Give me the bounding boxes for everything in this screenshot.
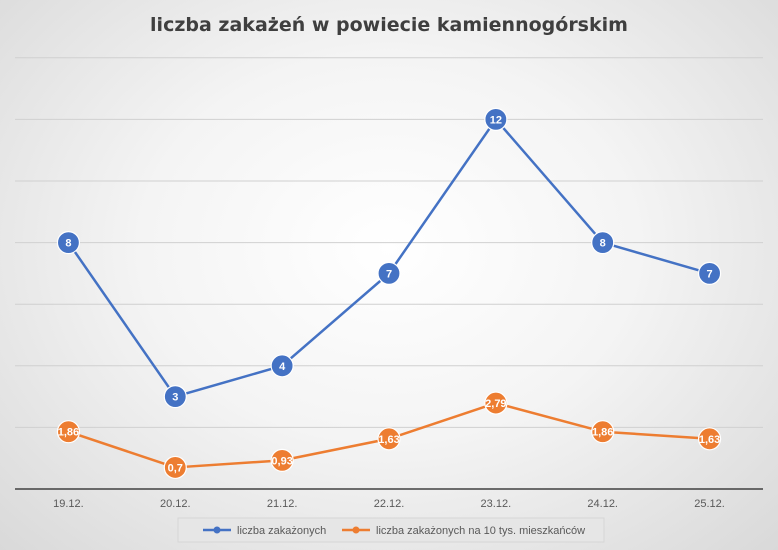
data-label: 1,63: [699, 434, 720, 446]
data-point: [697, 261, 722, 285]
data-label: 8: [600, 238, 606, 250]
data-label: 0,93: [271, 455, 292, 467]
x-tick-label: 23.12.: [481, 498, 512, 510]
legend-marker: [352, 526, 360, 534]
data-label: 7: [386, 268, 392, 280]
x-tick-label: 19.12.: [53, 498, 84, 510]
legend-marker: [213, 526, 221, 534]
data-point: [270, 354, 294, 378]
data-point: [591, 231, 615, 255]
data-label: 8: [65, 238, 71, 250]
data-point: [163, 455, 187, 480]
data-label: 1,63: [378, 434, 399, 446]
data-label: 1,86: [592, 427, 613, 439]
legend-label: liczba zakażonych na 10 tys. mieszkańców: [376, 525, 585, 537]
data-label: 1,86: [58, 427, 79, 439]
x-tick-label: 21.12.: [267, 498, 298, 510]
legend-label: liczba zakażonych: [237, 525, 326, 537]
series-line: [67, 118, 710, 398]
data-label: 2,79: [485, 398, 506, 410]
data-point: [484, 107, 508, 132]
legend-box: [177, 517, 605, 543]
data-point: [56, 420, 81, 444]
data-label: 7: [707, 268, 713, 280]
data-point: [377, 427, 401, 451]
x-tick-label: 25.12.: [694, 498, 725, 510]
data-point: [163, 385, 187, 409]
data-point: [697, 427, 722, 451]
x-tick-label: 24.12.: [587, 498, 618, 510]
chart-title: liczba zakażeń w powiecie kamiennogórski…: [150, 14, 628, 36]
x-tick-label: 20.12.: [160, 498, 191, 510]
data-point: [377, 261, 401, 285]
x-tick-label: 22.12.: [374, 498, 405, 510]
data-point: [591, 420, 615, 444]
data-point: [56, 231, 81, 255]
data-point: [484, 391, 508, 415]
data-label: 12: [490, 114, 502, 126]
data-point: [270, 448, 294, 472]
data-label: 4: [279, 361, 286, 373]
data-label: 0,7: [168, 462, 183, 474]
data-label: 3: [172, 392, 178, 404]
